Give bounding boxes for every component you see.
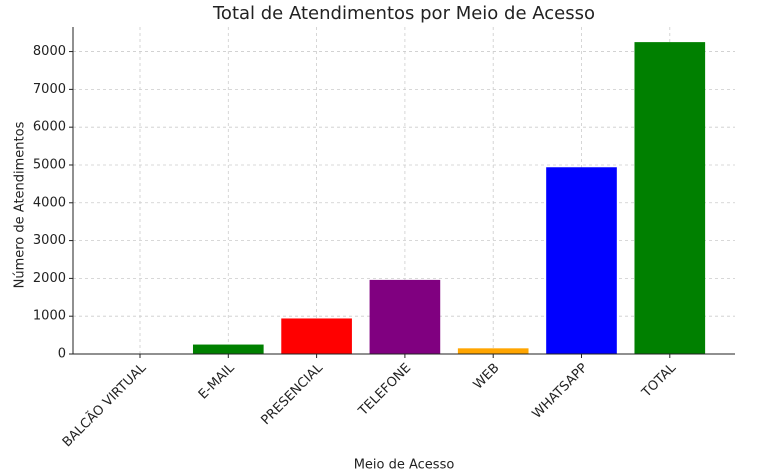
y-tick-label: 4000	[33, 195, 66, 210]
y-tick-label: 3000	[33, 233, 66, 248]
bar	[281, 318, 352, 354]
y-tick-label: 1000	[33, 309, 66, 324]
y-tick-label: 0	[58, 347, 66, 362]
x-tick-label: TOTAL	[639, 360, 680, 401]
x-tick-label: PRESENCIAL	[258, 360, 326, 428]
x-tick-label: WEB	[471, 361, 503, 393]
y-axis-label: Número de Atendimentos	[13, 121, 28, 288]
bar	[457, 348, 529, 354]
y-tick-label: 6000	[33, 120, 66, 135]
bar	[634, 42, 706, 354]
bar	[192, 344, 264, 354]
y-tick-label: 5000	[33, 157, 66, 172]
bar	[546, 167, 617, 354]
x-tick-label: TELEFONE	[355, 361, 414, 420]
x-tick-label: WHATSAPP	[530, 361, 591, 422]
x-tick-label: E-MAIL	[196, 360, 238, 402]
x-axis-label: Meio de Acesso	[354, 458, 455, 473]
x-tick-label: BALCÃO VIRTUAL	[59, 359, 150, 450]
y-tick-label: 7000	[33, 82, 66, 97]
y-tick-label: 8000	[33, 44, 66, 59]
chart-title: Total de Atendimentos por Meio de Acesso	[212, 3, 595, 24]
y-tick-label: 2000	[33, 271, 66, 286]
bar	[369, 279, 441, 354]
